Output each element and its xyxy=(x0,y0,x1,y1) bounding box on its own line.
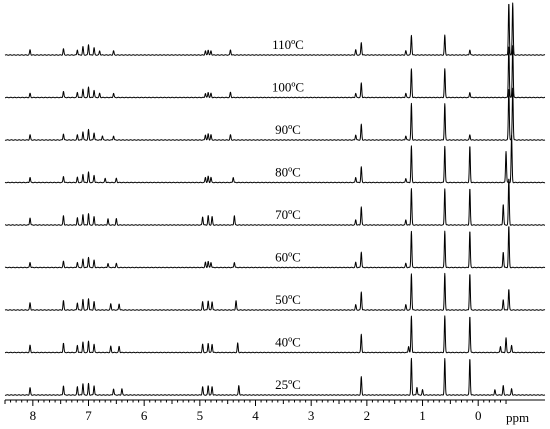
spectrum-line-100c xyxy=(4,45,546,99)
series-label-90c: 90ºC xyxy=(275,122,301,137)
spectrum-line-110c xyxy=(4,2,546,56)
temperature-labels-group: 110ºC 100ºC 90ºC 80ºC 70ºC 60ºC 50ºC 40ºC 25ºC xyxy=(272,37,304,392)
x-tick-label-8: 8 xyxy=(30,408,37,423)
spectrum-line-70c xyxy=(4,178,546,226)
spectrum-line-50c xyxy=(4,272,546,311)
spectrum-line-25c xyxy=(4,357,546,396)
x-tick-label-6: 6 xyxy=(141,408,148,423)
x-tick-label-3: 3 xyxy=(308,408,315,423)
x-tick-label-2: 2 xyxy=(364,408,371,423)
spectrum-line-80c xyxy=(4,134,546,184)
x-tick-label-5: 5 xyxy=(197,408,204,423)
x-tick-label-7: 7 xyxy=(85,408,92,423)
x-axis: 8 7 6 5 4 3 2 1 0 ppm xyxy=(4,399,545,425)
series-label-60c: 60ºC xyxy=(275,250,301,265)
series-label-40c: 40ºC xyxy=(275,335,301,350)
series-label-100c: 100ºC xyxy=(272,80,304,95)
series-label-110c: 110ºC xyxy=(272,37,304,52)
spectrum-line-90c xyxy=(4,87,546,141)
x-tick-label-1: 1 xyxy=(419,408,426,423)
spectrum-line-40c xyxy=(4,315,546,354)
x-tick-label-0: 0 xyxy=(475,408,482,423)
x-axis-label: ppm xyxy=(506,410,529,425)
spectra-group xyxy=(4,2,546,396)
series-label-80c: 80ºC xyxy=(275,165,301,180)
x-axis-ticks: 8 7 6 5 4 3 2 1 0 xyxy=(4,400,507,423)
series-label-70c: 70ºC xyxy=(275,207,301,222)
spectrum-line-60c xyxy=(4,226,546,269)
series-label-25c: 25ºC xyxy=(275,377,301,392)
series-label-50c: 50ºC xyxy=(275,292,301,307)
x-tick-label-4: 4 xyxy=(252,408,259,423)
